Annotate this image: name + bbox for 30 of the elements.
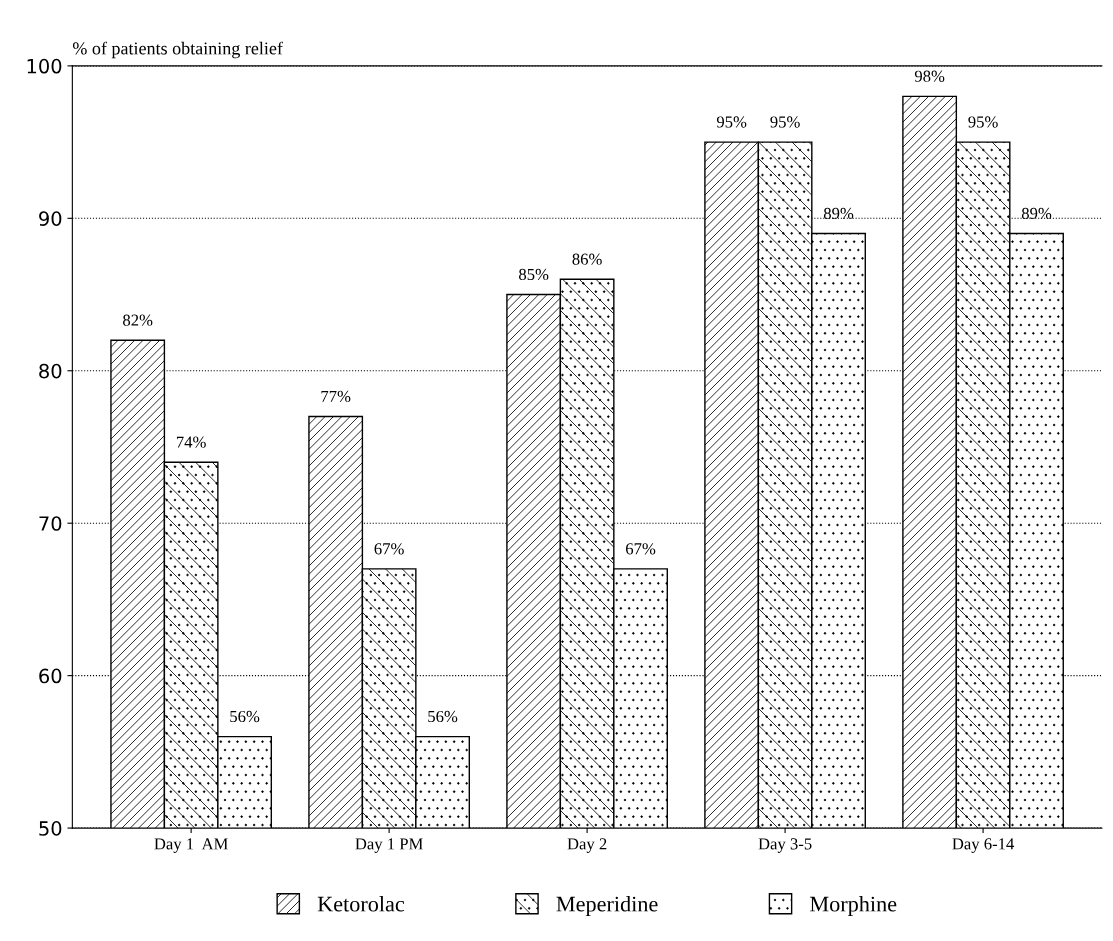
data-label: 95% (770, 116, 800, 128)
y-tick-label: 100 (27, 58, 62, 74)
y-tick-label: 50 (39, 821, 62, 836)
data-label: 67% (374, 543, 404, 555)
data-label: 82% (123, 314, 153, 326)
x-tick-label: Day 6-14 (952, 838, 1015, 853)
data-label: 89% (1021, 207, 1052, 220)
x-tick-label: Day 1 AM (154, 838, 228, 853)
x-tick-label: Day 1 PM (355, 838, 423, 853)
y-tick-label: 90 (39, 211, 62, 226)
y-axis-title: % of patients obtaining relief (72, 41, 283, 59)
data-label: 98% (914, 70, 945, 82)
data-label: 74% (176, 436, 206, 448)
data-label: 89% (823, 207, 854, 220)
y-tick-label: 60 (39, 668, 62, 684)
data-label: 77% (321, 390, 351, 403)
legend-label: Ketorolac (317, 895, 405, 912)
x-tick-label: Day 3-5 (758, 838, 812, 853)
data-label: 86% (572, 253, 602, 265)
y-tick-label: 70 (39, 516, 62, 531)
data-label: 56% (428, 710, 458, 723)
y-tick-label: 80 (39, 363, 62, 379)
data-label: 95% (716, 116, 747, 128)
x-tick-label: Day 2 (567, 838, 607, 853)
legend-label: Meperidine (556, 895, 658, 917)
data-label: 67% (626, 543, 656, 555)
legend-label: Morphine (810, 895, 897, 917)
data-label: 56% (230, 710, 260, 723)
data-label: 85% (519, 268, 549, 281)
data-label: 95% (968, 116, 998, 128)
